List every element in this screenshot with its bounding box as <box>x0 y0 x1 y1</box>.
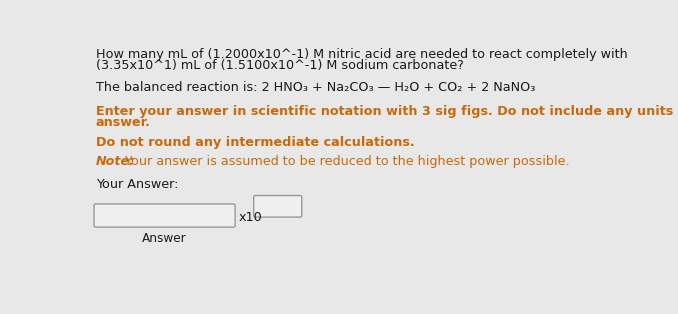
Text: Note:: Note: <box>96 155 135 168</box>
Text: answer.: answer. <box>96 116 151 129</box>
Text: x10: x10 <box>238 211 262 224</box>
FancyBboxPatch shape <box>94 204 235 227</box>
Text: How many mL of (1.2000x10^-1) M nitric acid are needed to react completely with: How many mL of (1.2000x10^-1) M nitric a… <box>96 48 627 62</box>
Text: Do not round any intermediate calculations.: Do not round any intermediate calculatio… <box>96 136 414 149</box>
Text: The balanced reaction is: 2 HNO₃ + Na₂CO₃ — H₂O + CO₂ + 2 NaNO₃: The balanced reaction is: 2 HNO₃ + Na₂CO… <box>96 81 535 94</box>
Text: Answer: Answer <box>142 232 187 245</box>
Text: Your Answer:: Your Answer: <box>96 178 178 191</box>
Text: (3.35x10^1) mL of (1.5100x10^-1) M sodium carbonate?: (3.35x10^1) mL of (1.5100x10^-1) M sodiu… <box>96 59 464 72</box>
FancyBboxPatch shape <box>254 196 302 217</box>
Text: Your answer is assumed to be reduced to the highest power possible.: Your answer is assumed to be reduced to … <box>121 155 570 168</box>
Text: Enter your answer in scientific notation with 3 sig figs. Do not include any uni: Enter your answer in scientific notation… <box>96 106 678 118</box>
